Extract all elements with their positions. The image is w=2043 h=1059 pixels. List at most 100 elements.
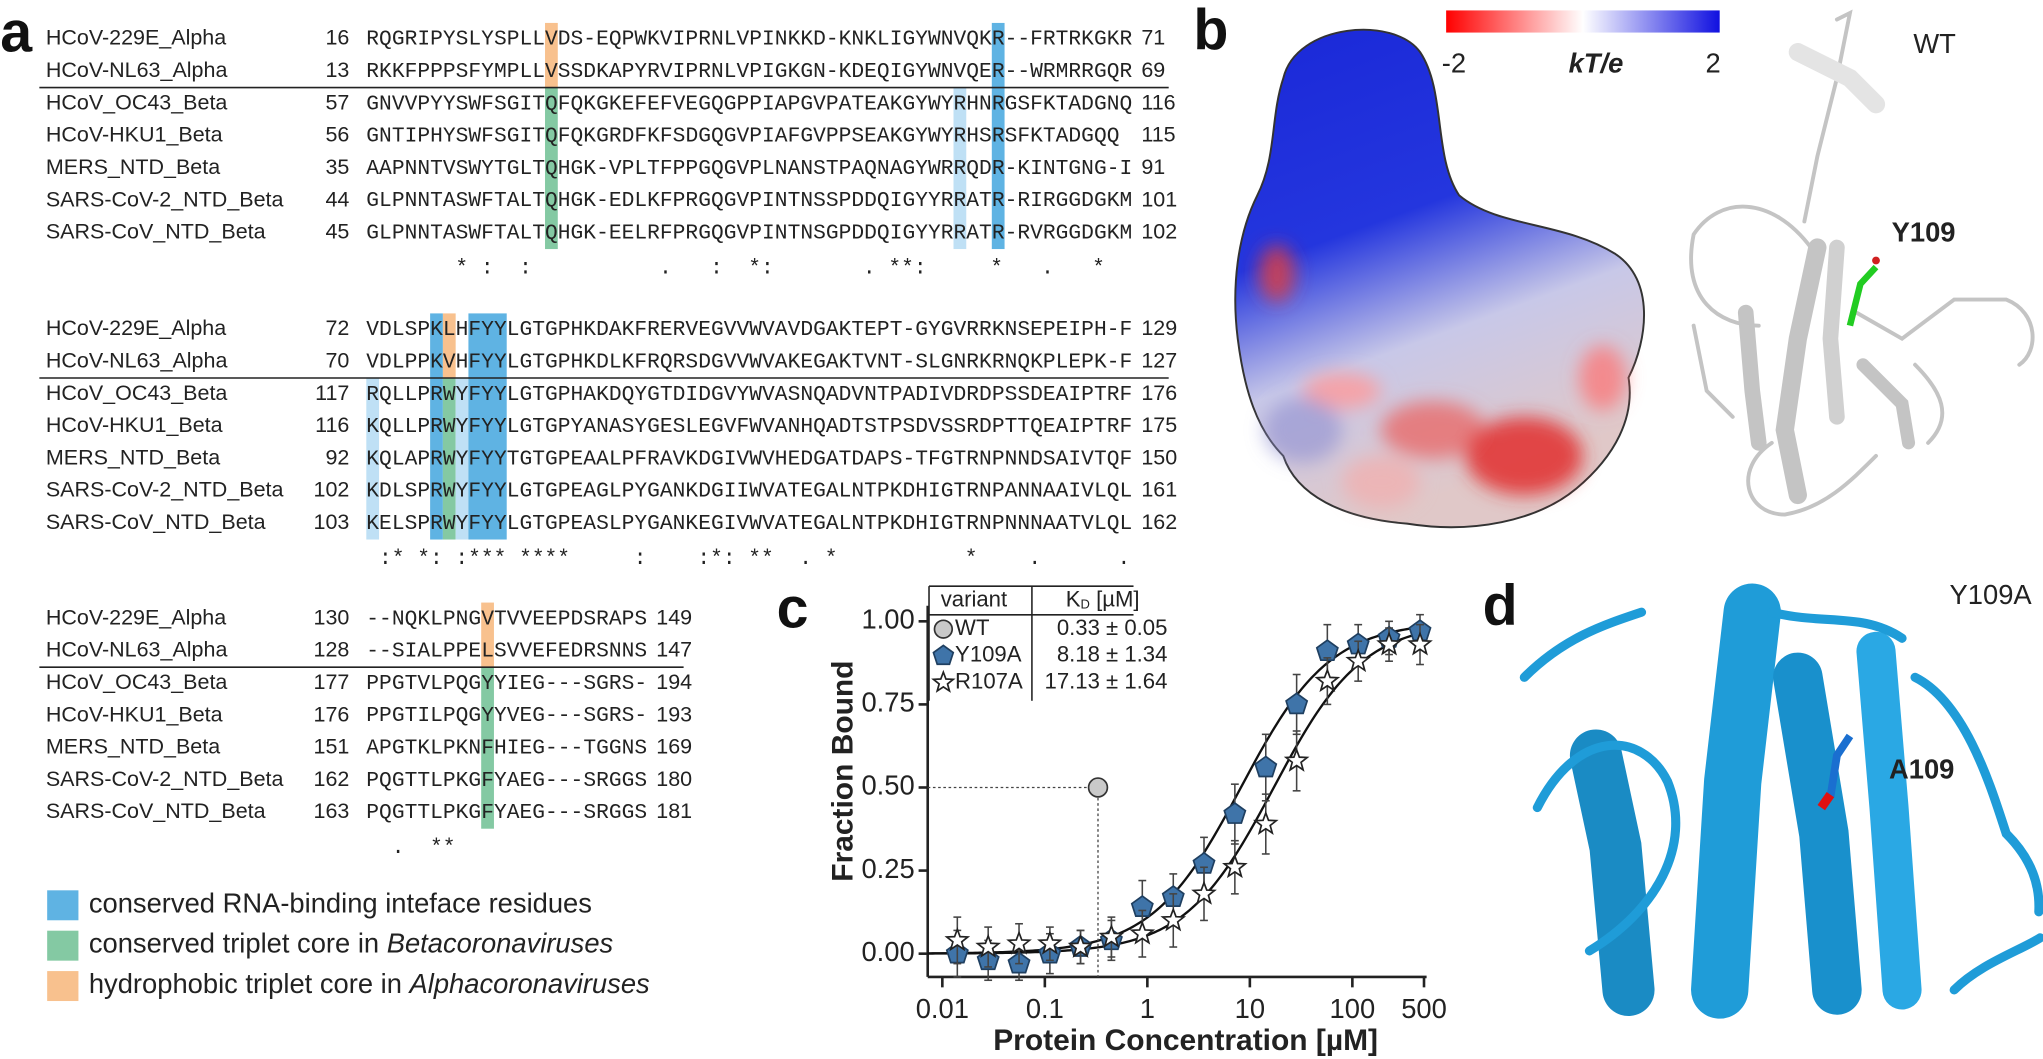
alignment: HCoV-229E_Alpha 16 RQGRIPYSLYSPLLVDS-EQPWK… [39, 22, 1177, 860]
kd-value: 8.18 ± 1.34 [1057, 642, 1168, 667]
sequence-name: MERS_NTD_Beta [46, 155, 220, 179]
data-point [1314, 667, 1341, 693]
y-tick-label: 0.50 [861, 770, 914, 801]
sequence-name: HCoV-NL63_Alpha [46, 638, 228, 662]
legend-text: hydrophobic triplet core in Alphacoronav… [89, 968, 650, 999]
sequence: RKKFPPPSFYMPLLVSSDKAPYRVIPRNLVPIGKGN-KDE… [366, 60, 1132, 84]
sequence: GNTIPHYSWFSGITQFQKGRDFKFSDGQGVPIAFGVPPSE… [366, 125, 1119, 149]
data-point [1252, 810, 1279, 835]
data-point [1160, 906, 1187, 932]
residue-highlight [991, 22, 1005, 250]
sequence: APGTKLPKNFHIEG---TGGNS [366, 737, 647, 761]
residue-highlight [430, 313, 443, 540]
sequence-name: SARS-CoV-2_NTD_Beta [46, 767, 284, 791]
x-tick-label: 1 [1140, 993, 1155, 1024]
start-number: 128 [314, 638, 350, 662]
residue-highlight [455, 378, 469, 540]
data-point [1223, 801, 1247, 824]
start-number: 103 [314, 510, 350, 534]
x-tick-label: 0.1 [1026, 993, 1064, 1024]
residue-highlight [545, 87, 558, 250]
start-number: 92 [325, 445, 349, 469]
x-tick-label: 0.01 [916, 993, 969, 1024]
table-header: variant [941, 586, 1007, 611]
sequence-name: HCoV-HKU1_Beta [46, 413, 223, 437]
sequence-name: MERS_NTD_Beta [46, 735, 220, 759]
kd-unit: [µM] [1090, 586, 1140, 611]
legend-marker [932, 644, 955, 666]
sequence: KQLAPRWYFYYTGTGPEAALPFRAVKDGIVWVHEDGATDA… [366, 447, 1132, 471]
sequence-name: HCoV-229E_Alpha [46, 605, 226, 629]
residue-highlight [442, 378, 456, 540]
legend-text-part: conserved triplet core in [89, 928, 387, 959]
residue-label: Y109 [1892, 217, 1956, 248]
colorbar-max: 2 [1706, 47, 1721, 78]
end-number: 69 [1141, 58, 1165, 82]
legend-text-part: hydrophobic triplet core in [89, 968, 410, 999]
end-number: 162 [1141, 510, 1177, 534]
legend-name: WT [955, 615, 989, 640]
panel-label: b [1193, 0, 1228, 62]
kd-subscript: D [1081, 597, 1090, 612]
legend-marker [933, 619, 954, 639]
table-header: KD [µM] [1066, 586, 1140, 612]
sequence-name: HCoV-HKU1_Beta [46, 702, 223, 726]
end-number: 150 [1141, 445, 1177, 469]
data-point [975, 933, 1002, 958]
sequence: PQGTTLPKGFYAEG---SRGGS [366, 801, 647, 825]
panel-label: c [777, 576, 809, 640]
residue-atom [1817, 791, 1835, 811]
consensus: * : : . : *: . **: * . * [366, 256, 1105, 280]
x-tick-label: 10 [1235, 993, 1265, 1024]
sequence: GLPNNTASWFTALTQHGK-EELRFPRGQGVPINTNSGPDD… [366, 222, 1132, 246]
residue-highlight [442, 313, 456, 379]
start-number: 16 [325, 26, 349, 50]
residue-highlight [481, 602, 494, 668]
legend-text-part: conserved RNA-binding inteface residues [89, 888, 592, 919]
sequence: RQLLPRWYFYYLGTGPHAKDQYGTDIDGVYWVASNQADVN… [366, 383, 1132, 407]
start-number: 177 [314, 670, 350, 694]
panel-label: a [0, 1, 33, 65]
end-number: 127 [1141, 349, 1177, 373]
colorbar-min: -2 [1442, 47, 1466, 78]
sequence-name: HCoV_OC43_Beta [46, 90, 228, 114]
sequence: VDLPPKVHFYYLGTGPHKDLKFRQRSDGVVWVAKEGAKTV… [366, 350, 1132, 374]
legend-swatch [47, 890, 79, 921]
legend-name: R107A [955, 668, 1023, 693]
sequence: --SIALPPELSVVEFEDRSNNS [366, 640, 647, 664]
consensus: . ** [366, 836, 455, 860]
consensus: :* *: :*** **** : :*: ** . * * . . [366, 547, 1130, 571]
data-point [1345, 647, 1372, 673]
start-number: 116 [315, 413, 349, 437]
sequence-name: SARS-CoV_NTD_Beta [46, 799, 266, 823]
x-tick-label: 500 [1401, 993, 1447, 1024]
kd-symbol: K [1066, 586, 1081, 611]
data-point [1254, 755, 1278, 778]
data-point [1376, 631, 1402, 656]
start-number: 151 [314, 735, 350, 759]
legend-text-italic: Alphacoronaviruses [408, 968, 650, 999]
structure-label: Y109A [1950, 579, 2033, 610]
end-number: 161 [1141, 478, 1177, 502]
sequence: PQGTTLPKGFYAEG---SRGGS [366, 769, 647, 793]
end-number: 129 [1141, 316, 1177, 340]
residue-highlight [468, 313, 507, 540]
residue-highlight [953, 87, 967, 250]
end-number: 180 [656, 767, 692, 791]
legend-swatch [47, 930, 79, 961]
sequence-name: SARS-CoV-2_NTD_Beta [46, 478, 284, 502]
y-tick-label: 0.25 [861, 853, 914, 884]
data-point [1067, 933, 1094, 958]
residue-atom [1872, 256, 1880, 265]
sequence-name: HCoV-HKU1_Beta [46, 123, 223, 147]
start-number: 162 [314, 767, 350, 791]
residue-highlight [545, 22, 558, 88]
legend-text: conserved triplet core in Betacoronaviru… [89, 928, 614, 959]
sequence: RQGRIPYSLYSPLLVDS-EQPWKVIPRNLVPINKKD-KNK… [366, 28, 1132, 52]
data-point [1283, 747, 1310, 772]
end-number: 175 [1141, 413, 1177, 437]
sequence-name: HCoV-229E_Alpha [46, 316, 226, 340]
sequence: VDLSPKLHFYYLGTGPHKDAKFRERVEGVVWVAVDGAKTE… [366, 318, 1132, 342]
data-point [944, 926, 971, 952]
